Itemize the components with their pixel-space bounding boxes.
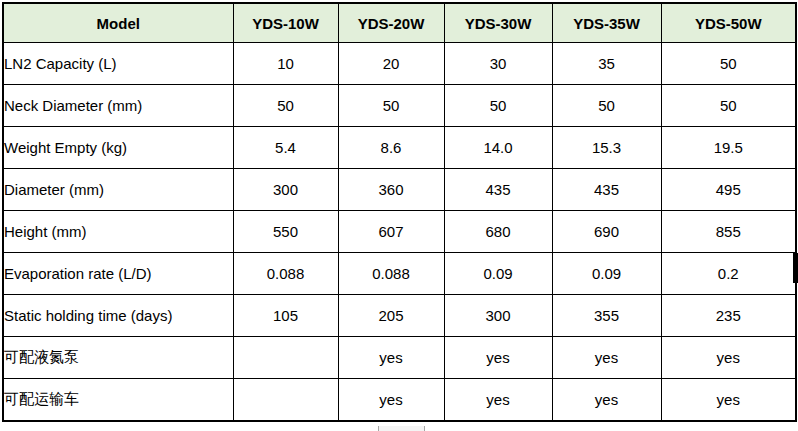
row-label-weight-empty[interactable]: Weight Empty (kg) bbox=[3, 127, 233, 169]
table-row: Neck Diameter (mm) 50 50 50 50 50 bbox=[3, 85, 796, 127]
table-cell[interactable]: 50 bbox=[661, 43, 796, 85]
table-row: 可配运输车 yes yes yes yes bbox=[3, 379, 796, 421]
table-cell[interactable]: 855 bbox=[661, 211, 796, 253]
table-cell[interactable] bbox=[233, 379, 338, 421]
header-row: Model YDS-10W YDS-20W YDS-30W YDS-35W YD… bbox=[3, 3, 796, 43]
table-cell[interactable]: 5.4 bbox=[233, 127, 338, 169]
table-cell[interactable]: 50 bbox=[338, 85, 444, 127]
table-cell[interactable]: yes bbox=[661, 379, 796, 421]
table-cell[interactable]: 14.0 bbox=[444, 127, 552, 169]
column-header-yds10w[interactable]: YDS-10W bbox=[233, 3, 338, 43]
table-cell[interactable]: yes bbox=[661, 337, 796, 379]
product-spec-table: Model YDS-10W YDS-20W YDS-30W YDS-35W YD… bbox=[2, 2, 797, 422]
table-cell[interactable]: 355 bbox=[552, 295, 661, 337]
table-row: LN2 Capacity (L) 10 20 30 35 50 bbox=[3, 43, 796, 85]
table-cell[interactable]: 300 bbox=[233, 169, 338, 211]
table-cell[interactable]: 8.6 bbox=[338, 127, 444, 169]
table-cell[interactable]: 19.5 bbox=[661, 127, 796, 169]
table-cell[interactable]: yes bbox=[338, 337, 444, 379]
table-cell[interactable]: 435 bbox=[552, 169, 661, 211]
table-cell[interactable]: 50 bbox=[661, 85, 796, 127]
table-cell[interactable]: 607 bbox=[338, 211, 444, 253]
table-row: 可配液氮泵 yes yes yes yes bbox=[3, 337, 796, 379]
vertical-scrollbar-thumb[interactable] bbox=[793, 253, 798, 283]
column-header-yds35w[interactable]: YDS-35W bbox=[552, 3, 661, 43]
table-cell[interactable]: yes bbox=[552, 337, 661, 379]
table-cell[interactable]: 550 bbox=[233, 211, 338, 253]
table-cell[interactable]: yes bbox=[338, 379, 444, 421]
row-label-ln2-capacity[interactable]: LN2 Capacity (L) bbox=[3, 43, 233, 85]
row-label-height[interactable]: Height (mm) bbox=[3, 211, 233, 253]
table-cell[interactable]: 0.088 bbox=[233, 253, 338, 295]
table-cell[interactable]: 0.09 bbox=[444, 253, 552, 295]
table-cell[interactable]: 495 bbox=[661, 169, 796, 211]
row-label-static-holding-time[interactable]: Static holding time (days) bbox=[3, 295, 233, 337]
table-cell[interactable]: 35 bbox=[552, 43, 661, 85]
table-cell[interactable]: 50 bbox=[233, 85, 338, 127]
row-label-evaporation-rate[interactable]: Evaporation rate (L/D) bbox=[3, 253, 233, 295]
table-row: Height (mm) 550 607 680 690 855 bbox=[3, 211, 796, 253]
table-cell[interactable]: 30 bbox=[444, 43, 552, 85]
row-label-ln2-pump-option[interactable]: 可配液氮泵 bbox=[3, 337, 233, 379]
table-cell[interactable]: 105 bbox=[233, 295, 338, 337]
table-cell[interactable]: yes bbox=[444, 379, 552, 421]
row-label-diameter[interactable]: Diameter (mm) bbox=[3, 169, 233, 211]
horizontal-scrollbar-thumb[interactable] bbox=[378, 426, 425, 431]
column-header-model[interactable]: Model bbox=[3, 3, 233, 43]
table-cell[interactable]: 0.2 bbox=[661, 253, 796, 295]
table-cell[interactable]: 50 bbox=[444, 85, 552, 127]
table-cell[interactable]: 0.088 bbox=[338, 253, 444, 295]
column-header-yds50w[interactable]: YDS-50W bbox=[661, 3, 796, 43]
table-cell[interactable]: 10 bbox=[233, 43, 338, 85]
table-cell[interactable]: yes bbox=[552, 379, 661, 421]
table-cell[interactable]: 300 bbox=[444, 295, 552, 337]
table-cell[interactable]: 205 bbox=[338, 295, 444, 337]
table-cell[interactable]: yes bbox=[444, 337, 552, 379]
table-cell[interactable]: 0.09 bbox=[552, 253, 661, 295]
table-cell[interactable]: 15.3 bbox=[552, 127, 661, 169]
row-label-neck-diameter[interactable]: Neck Diameter (mm) bbox=[3, 85, 233, 127]
table-cell[interactable]: 680 bbox=[444, 211, 552, 253]
table-cell[interactable]: 20 bbox=[338, 43, 444, 85]
spreadsheet-viewport: Model YDS-10W YDS-20W YDS-30W YDS-35W YD… bbox=[0, 0, 798, 431]
table-cell[interactable]: 50 bbox=[552, 85, 661, 127]
table-cell[interactable] bbox=[233, 337, 338, 379]
table-row: Diameter (mm) 300 360 435 435 495 bbox=[3, 169, 796, 211]
column-header-yds20w[interactable]: YDS-20W bbox=[338, 3, 444, 43]
table-cell[interactable]: 235 bbox=[661, 295, 796, 337]
table-cell[interactable]: 435 bbox=[444, 169, 552, 211]
column-header-yds30w[interactable]: YDS-30W bbox=[444, 3, 552, 43]
table-row: Weight Empty (kg) 5.4 8.6 14.0 15.3 19.5 bbox=[3, 127, 796, 169]
table-cell[interactable]: 360 bbox=[338, 169, 444, 211]
table-row: Static holding time (days) 105 205 300 3… bbox=[3, 295, 796, 337]
table-row: Evaporation rate (L/D) 0.088 0.088 0.09 … bbox=[3, 253, 796, 295]
table-cell[interactable]: 690 bbox=[552, 211, 661, 253]
row-label-transport-cart-option[interactable]: 可配运输车 bbox=[3, 379, 233, 421]
